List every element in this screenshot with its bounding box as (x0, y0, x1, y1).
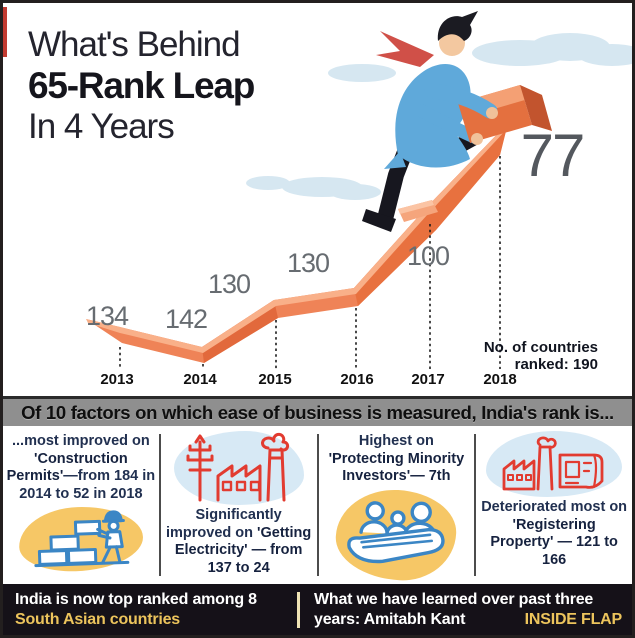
factor-getting-electricity: Significantly improved on 'Getting Elect… (161, 426, 317, 584)
climbing-businessman-illustration (362, 11, 552, 232)
factor-text-post: — 7th (410, 468, 451, 484)
footer-right: What we have learned over past three yea… (300, 590, 632, 630)
red-accent-strip (3, 7, 7, 57)
year-label-2018: 2018 (483, 371, 517, 388)
hair (437, 11, 478, 41)
title-line1: What's Behind (28, 25, 241, 64)
banner-text: Of 10 factors on which ease of business … (21, 401, 614, 423)
factor-text-pre: Deteriorated most on (481, 499, 628, 515)
rank-arrow-ribbon (86, 123, 508, 363)
factor-text-pre: Significantly improved on (166, 507, 282, 541)
panel-divider (158, 434, 161, 576)
factor-text-construction: ...most improved on 'Construction Permit… (6, 433, 156, 503)
year-label-2013: 2013 (100, 371, 134, 388)
year-label-2017: 2017 (411, 371, 445, 388)
factor-term: 'Getting Electricity' (174, 524, 312, 559)
electricity-factory-icon (186, 432, 289, 502)
note-line2: ranked: 190 (514, 356, 598, 373)
footer-right-line2: years: Amitabh Kant (314, 610, 466, 628)
factor-term: 'Protecting Minority Investors' (328, 450, 465, 485)
hand-holding-people-icon (347, 500, 445, 563)
rank-label-2013: 134 (85, 301, 129, 331)
factor-text-pre: Highest on (358, 433, 434, 449)
factor-text-property: Deteriorated most on 'Registering Proper… (479, 499, 629, 569)
factor-text-electricity: Significantly improved on 'Getting Elect… (164, 507, 314, 577)
factor-text-post: — 121 to 166 (542, 534, 618, 568)
factor-text-investors: Highest on 'Protecting Minority Investor… (322, 433, 472, 486)
rank-label-2018: 77 (520, 122, 586, 189)
footer-left-line1: India is now top ranked among 8 (15, 590, 257, 608)
investors-blob (334, 486, 459, 583)
construction-worker-icon (34, 510, 130, 568)
factor-construction-permits: ...most improved on 'Construction Permit… (3, 426, 159, 584)
footer-divider (297, 591, 300, 628)
countries-ranked-note: No. of countries ranked: 190 (484, 339, 598, 373)
year-label-2014: 2014 (183, 371, 217, 388)
title-line3: In 4 Years (28, 107, 175, 146)
chart-illustration (86, 11, 632, 369)
factor-text-pre: ...most improved on (11, 433, 150, 449)
electricity-blob (173, 431, 304, 505)
rank-label-2016: 130 (286, 248, 330, 278)
factor-text-post: —from 184 in 2014 to 52 in 2018 (19, 468, 156, 502)
factory-blueprint-icon (502, 436, 604, 491)
factor-protecting-minority-investors: Highest on 'Protecting Minority Investor… (319, 426, 475, 584)
red-scarf (376, 31, 434, 67)
year-label-2016: 2016 (340, 371, 374, 388)
footer-left-line2: South Asian countries (15, 610, 181, 628)
panel-divider (474, 434, 477, 576)
factor-term: 'Construction Permits' (6, 450, 128, 485)
rank-label-2014: 142 (164, 304, 208, 334)
rank-chart: What's Behind 65-Rank Leap In 4 Years 13… (3, 3, 632, 396)
footer-left: India is now top ranked among 8 South As… (3, 590, 297, 630)
construction-worker-blob (17, 504, 144, 574)
footer-bar: India is now top ranked among 8 South As… (3, 584, 632, 635)
clouds-decoration (246, 33, 632, 200)
rank-label-2017: 100 (406, 241, 450, 271)
factor-registering-property: Deteriorated most on 'Registering Proper… (476, 426, 632, 584)
section-banner: Of 10 factors on which ease of business … (3, 396, 632, 426)
footer-right-line1: What we have learned over past three (314, 590, 594, 608)
dashed-guides (119, 156, 501, 369)
inside-flap-label: INSIDE FLAP (524, 610, 623, 628)
year-label-2015: 2015 (258, 371, 292, 388)
title-line2: 65-Rank Leap (28, 65, 255, 106)
factors-row: ...most improved on 'Construction Permit… (3, 426, 632, 584)
property-blob (486, 431, 623, 497)
panel-divider (316, 434, 319, 576)
factor-text-post: — from 137 to 24 (207, 542, 303, 576)
page-title: What's Behind 65-Rank Leap In 4 Years (28, 25, 255, 147)
rank-label-2015: 130 (207, 269, 251, 299)
factor-term: 'Registering Property' (490, 516, 596, 551)
note-line1: No. of countries (483, 339, 598, 356)
